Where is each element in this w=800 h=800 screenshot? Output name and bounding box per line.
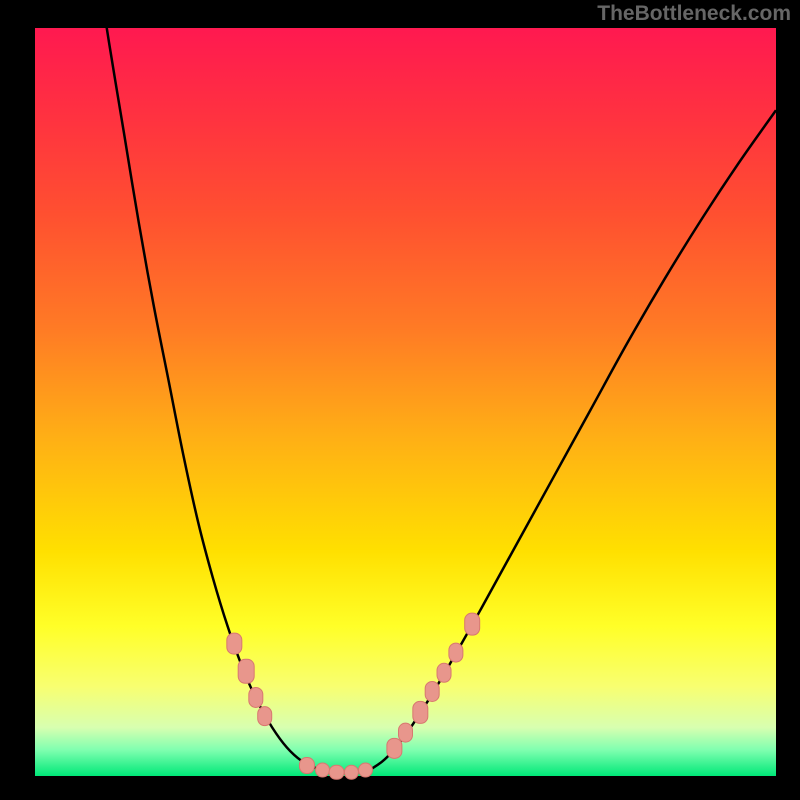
data-marker [227, 633, 242, 654]
data-marker [316, 763, 330, 777]
plot-area [35, 28, 776, 776]
data-marker [387, 738, 402, 758]
data-marker [258, 707, 272, 726]
data-marker [413, 701, 428, 723]
data-marker [437, 663, 451, 682]
data-marker [449, 643, 463, 662]
data-marker [358, 763, 372, 777]
data-marker [465, 613, 480, 635]
data-marker [299, 758, 314, 774]
data-marker [238, 659, 254, 683]
data-marker [329, 765, 344, 779]
watermark-text: TheBottleneck.com [597, 2, 791, 26]
data-marker [249, 687, 263, 707]
data-marker [425, 681, 439, 701]
data-marker [399, 723, 413, 742]
data-marker [344, 765, 358, 779]
chart-container [35, 28, 776, 776]
gradient-background [35, 28, 776, 776]
plot-svg [35, 28, 776, 776]
